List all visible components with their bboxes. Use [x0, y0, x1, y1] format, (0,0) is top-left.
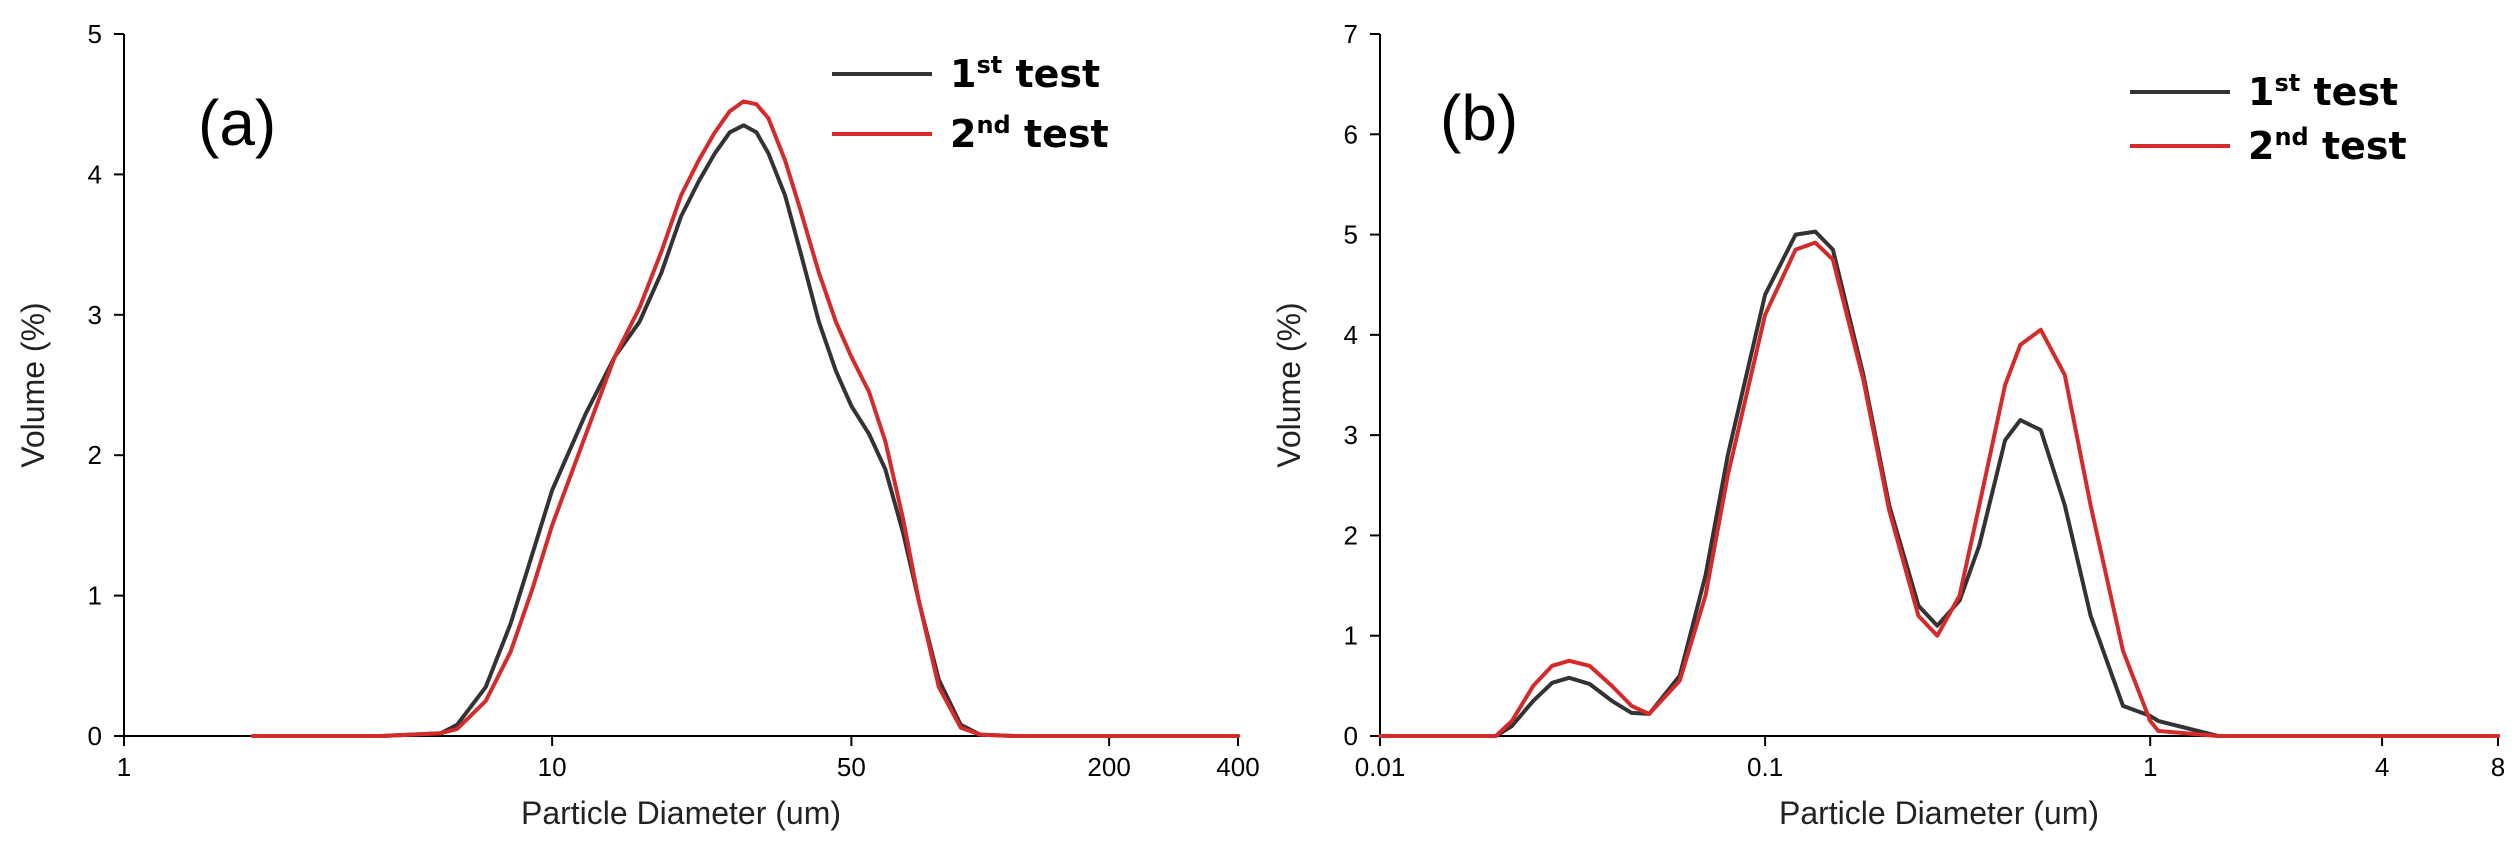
series-line-first-test — [250, 123, 1240, 738]
legend-label: 1st test — [2248, 69, 2398, 114]
y-tick-label: 4 — [88, 159, 102, 189]
y-tick-label: 5 — [88, 19, 102, 49]
x-tick-label: 200 — [1087, 752, 1130, 782]
series-line-second-test — [250, 99, 1240, 738]
chart-panel-b: 0 1 2 3 4 5 6 7 0.01 0.1 1 4 8 Particle Diameter (um)… — [1271, 19, 2505, 831]
legend-label: 2nd test — [950, 111, 1109, 156]
y-tick-label: 1 — [88, 581, 102, 611]
x-tick-label: 1 — [117, 752, 131, 782]
series-line-first-test — [1378, 229, 2500, 738]
x-axis-title: Particle Diameter (um) — [1779, 795, 2099, 831]
x-tick-label: 10 — [538, 752, 567, 782]
y-axis-title: Volume (%) — [15, 302, 51, 467]
y-tick-label: 1 — [1344, 621, 1358, 651]
x-tick-label: 4 — [2375, 752, 2389, 782]
y-tick-label: 3 — [88, 300, 102, 330]
y-tick-label: 7 — [1344, 19, 1358, 49]
x-tick-label: 0.01 — [1355, 752, 1406, 782]
y-tick-label: 3 — [1344, 420, 1358, 450]
x-tick-label: 8 — [2491, 752, 2505, 782]
x-tick-label: 400 — [1216, 752, 1259, 782]
panel-label: (a) — [198, 87, 276, 159]
y-tick-label: 5 — [1344, 220, 1358, 250]
series-line-second-test — [1378, 240, 2500, 738]
y-tick-label: 6 — [1344, 119, 1358, 149]
legend-label: 1st test — [950, 51, 1100, 96]
y-tick-label: 0 — [1344, 721, 1358, 751]
y-axis-title: Volume (%) — [1271, 302, 1307, 467]
y-tick-label: 0 — [88, 721, 102, 751]
x-tick-label: 50 — [837, 752, 866, 782]
x-tick-label: 0.1 — [1747, 752, 1783, 782]
legend: 1st test 2nd test — [832, 51, 1109, 156]
legend-label: 2nd test — [2248, 123, 2407, 168]
y-tick-label: 4 — [1344, 320, 1358, 350]
y-tick-label: 2 — [1344, 520, 1358, 550]
panel-label: (b) — [1440, 82, 1518, 154]
x-axis-title: Particle Diameter (um) — [521, 795, 841, 831]
y-tick-label: 2 — [88, 440, 102, 470]
x-tick-label: 1 — [2143, 752, 2157, 782]
legend: 1st test 2nd test — [2130, 69, 2407, 168]
